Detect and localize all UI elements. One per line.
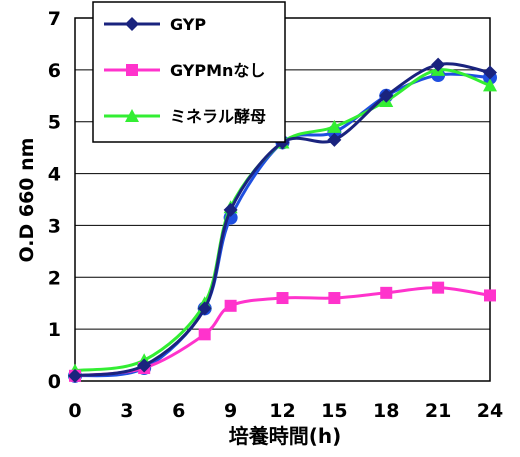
legend-marker-1 <box>126 64 138 76</box>
legend-label-1: GYPMnなし <box>170 61 265 80</box>
series-0-point <box>223 202 238 217</box>
series-0-point <box>483 65 497 80</box>
y-tick-label: 4 <box>48 164 61 186</box>
series-1-point <box>198 328 211 341</box>
y-tick-label: 5 <box>48 112 61 134</box>
x-tick-label: 3 <box>120 400 133 422</box>
x-tick-label: 0 <box>68 400 81 422</box>
series-1-point <box>380 286 393 299</box>
series-0-point <box>197 301 212 316</box>
series-2-point <box>327 119 342 133</box>
y-tick-labels: 0 1 2 3 4 5 6 7 <box>48 8 61 393</box>
legend-label-0: GYP <box>170 15 206 34</box>
x-tick-label: 6 <box>172 400 185 422</box>
x-tick-label: 24 <box>477 400 503 422</box>
x-tick-label: 18 <box>373 400 399 422</box>
y-tick-label: 2 <box>48 267 61 289</box>
series-1-point <box>328 292 341 305</box>
x-tick-label: 12 <box>269 400 295 422</box>
series-2-point <box>483 78 497 92</box>
y-tick-label: 1 <box>48 319 61 341</box>
legend-marker-0 <box>125 17 139 31</box>
series-layer <box>68 57 497 383</box>
series-0-point <box>68 368 82 383</box>
x-tick-label: 15 <box>321 400 347 422</box>
series-0-point <box>327 132 342 147</box>
series-0-line <box>74 62 491 378</box>
y-axis-label: O.D 660 nm <box>16 138 38 263</box>
x-tick-labels: 0 3 6 9 12 15 18 21 24 <box>68 400 503 422</box>
y-tick-label: 0 <box>48 371 61 393</box>
y-tick-label: 6 <box>48 60 61 82</box>
y-tick-label: 7 <box>48 8 61 30</box>
x-tick-label: 21 <box>425 400 451 422</box>
series-0-point <box>137 358 152 373</box>
series-1-point <box>432 281 445 294</box>
y-tick-label: 3 <box>48 215 61 237</box>
series-0-point <box>431 57 446 72</box>
legend-marker-2 <box>125 109 139 122</box>
series-0-point <box>379 88 394 103</box>
x-axis-label: 培養時間(h) <box>229 424 342 448</box>
x-tick-label: 9 <box>224 400 237 422</box>
series-1-point <box>484 289 496 302</box>
series-1-point <box>276 292 289 305</box>
series-1-point <box>224 299 237 312</box>
legend-label-2: ミネラル酵母 <box>170 107 266 126</box>
